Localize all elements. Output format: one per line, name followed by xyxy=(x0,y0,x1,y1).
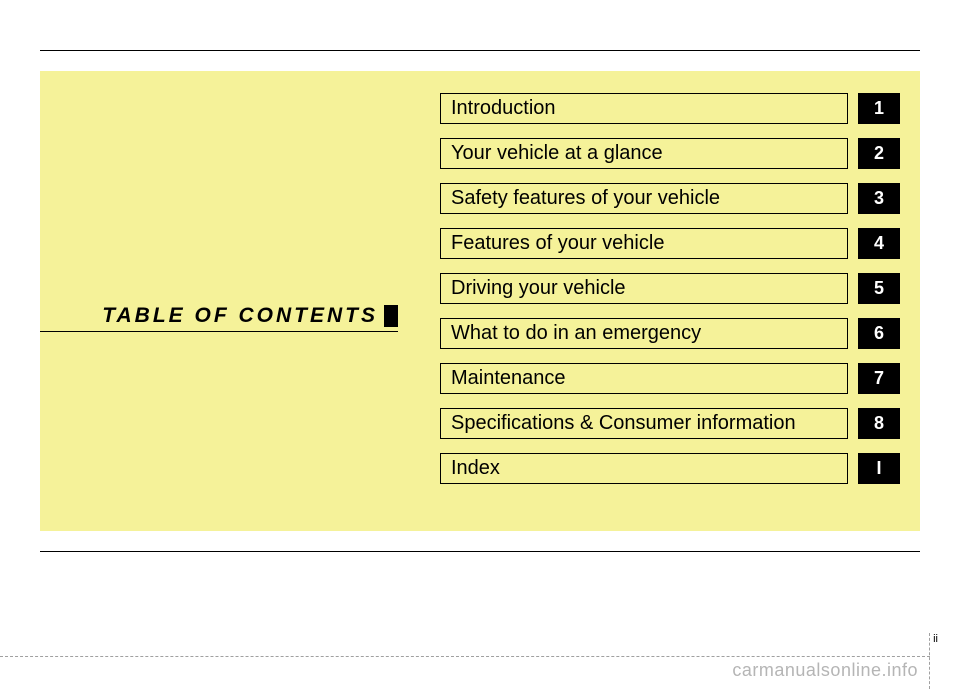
dashed-rule-horizontal xyxy=(0,656,930,657)
rule-top xyxy=(40,50,920,51)
chapter-box[interactable]: Safety features of your vehicle xyxy=(440,183,848,214)
toc-panel: TABLE OF CONTENTS Introduction 1 Your ve… xyxy=(40,71,920,531)
chapter-tab[interactable]: 8 xyxy=(858,408,900,439)
chapter-box[interactable]: Index xyxy=(440,453,848,484)
toc-row: Index I xyxy=(440,453,900,484)
toc-title: TABLE OF CONTENTS xyxy=(102,304,378,328)
toc-row: Your vehicle at a glance 2 xyxy=(440,138,900,169)
toc-title-wrap: TABLE OF CONTENTS xyxy=(102,304,398,328)
toc-row: Maintenance 7 xyxy=(440,363,900,394)
chapter-box[interactable]: Features of your vehicle xyxy=(440,228,848,259)
toc-title-end-block xyxy=(384,305,398,327)
left-column: TABLE OF CONTENTS xyxy=(60,91,440,511)
chapter-tab[interactable]: 1 xyxy=(858,93,900,124)
watermark: carmanualsonline.info xyxy=(732,660,918,681)
toc-row: Features of your vehicle 4 xyxy=(440,228,900,259)
toc-row: Introduction 1 xyxy=(440,93,900,124)
chapter-box[interactable]: Specifications & Consumer information xyxy=(440,408,848,439)
page-number: ii xyxy=(933,633,938,645)
chapter-tab[interactable]: 2 xyxy=(858,138,900,169)
chapter-tab[interactable]: I xyxy=(858,453,900,484)
toc-row: What to do in an emergency 6 xyxy=(440,318,900,349)
chapter-tab[interactable]: 4 xyxy=(858,228,900,259)
chapter-box[interactable]: Introduction xyxy=(440,93,848,124)
chapter-box[interactable]: Driving your vehicle xyxy=(440,273,848,304)
chapter-tab[interactable]: 5 xyxy=(858,273,900,304)
toc-row: Driving your vehicle 5 xyxy=(440,273,900,304)
chapters-column: Introduction 1 Your vehicle at a glance … xyxy=(440,91,900,511)
chapter-box[interactable]: What to do in an emergency xyxy=(440,318,848,349)
dashed-rule-vertical xyxy=(929,633,930,689)
chapter-tab[interactable]: 7 xyxy=(858,363,900,394)
chapter-box[interactable]: Your vehicle at a glance xyxy=(440,138,848,169)
chapter-tab[interactable]: 6 xyxy=(858,318,900,349)
chapter-tab[interactable]: 3 xyxy=(858,183,900,214)
rule-bottom xyxy=(40,551,920,552)
toc-row: Specifications & Consumer information 8 xyxy=(440,408,900,439)
toc-underline xyxy=(40,331,398,332)
chapter-box[interactable]: Maintenance xyxy=(440,363,848,394)
page: TABLE OF CONTENTS Introduction 1 Your ve… xyxy=(0,0,960,689)
toc-row: Safety features of your vehicle 3 xyxy=(440,183,900,214)
